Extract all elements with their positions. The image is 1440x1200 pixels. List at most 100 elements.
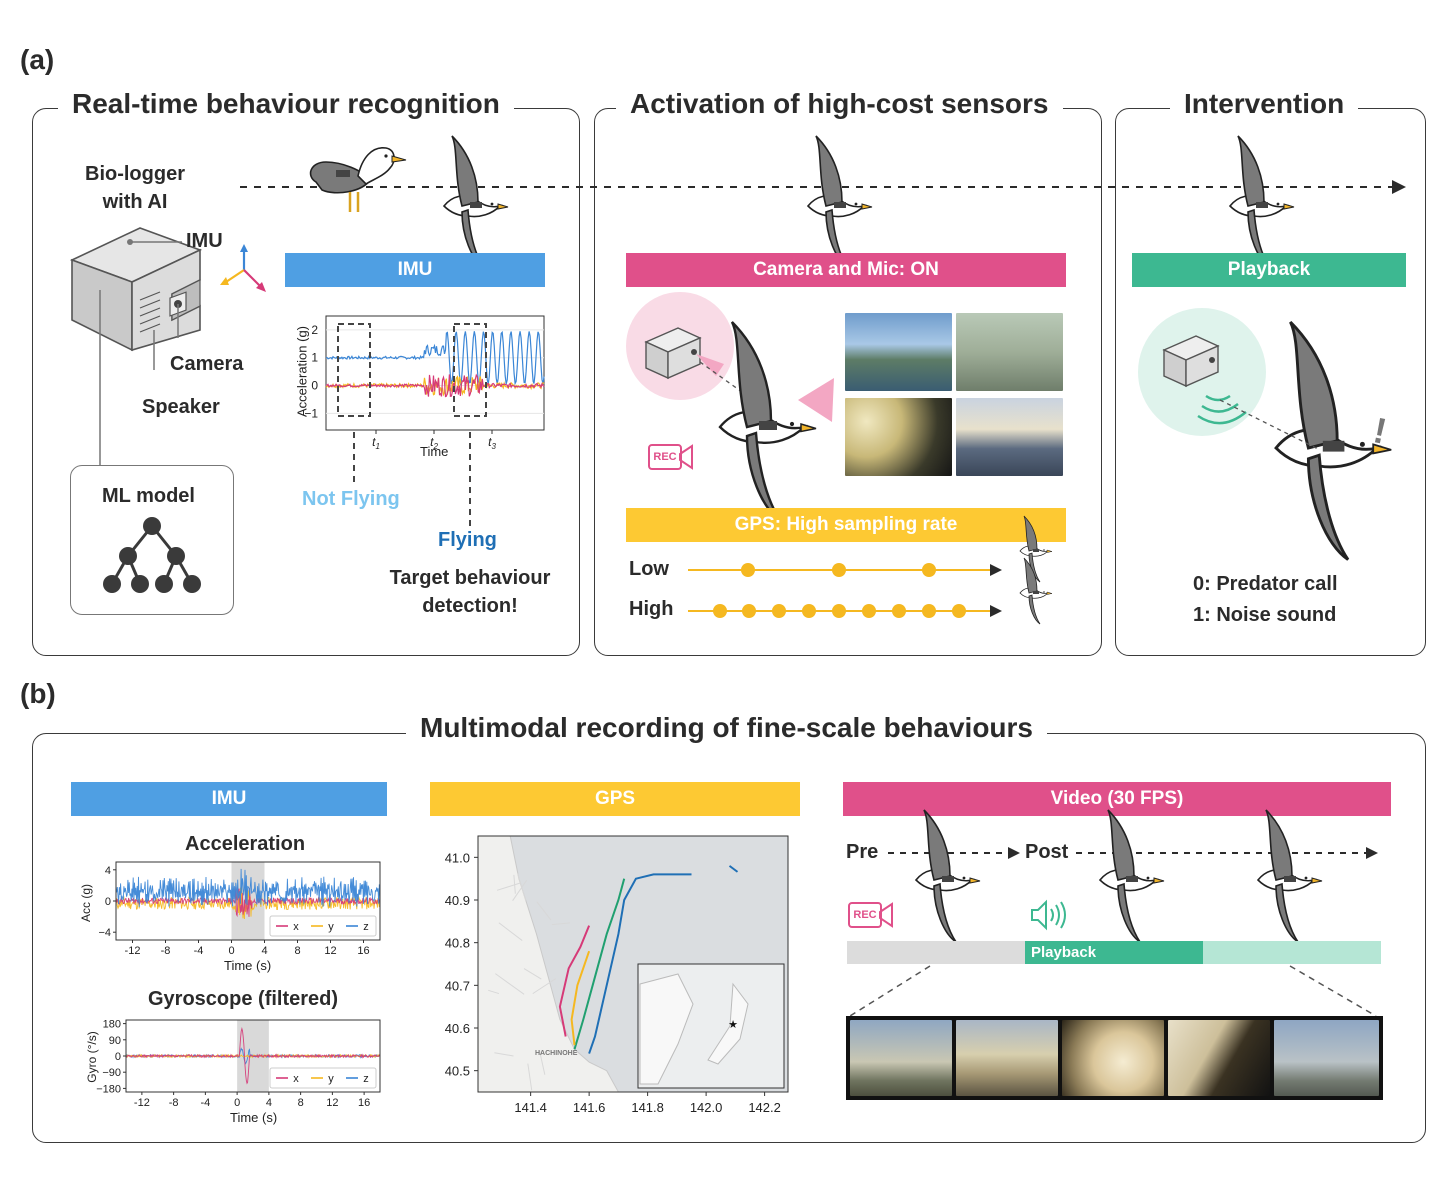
y-tick-label: 41.0 bbox=[445, 850, 470, 865]
rec-badge: REC bbox=[648, 444, 693, 470]
map-city-label: HACHINOHE bbox=[535, 1050, 578, 1057]
y-tick-label: 2 bbox=[311, 323, 318, 337]
panel-a-label: (a) bbox=[20, 44, 55, 75]
flight-path-arrow bbox=[240, 180, 1406, 194]
x-tick-label: -4 bbox=[194, 945, 204, 957]
ml-model-label: ML model bbox=[102, 485, 195, 507]
flying-window bbox=[453, 323, 487, 417]
camera-activation-illustration bbox=[626, 292, 834, 422]
acceleration-title: Acceleration bbox=[185, 833, 306, 855]
playback-device-illustration bbox=[1138, 308, 1266, 436]
x-tick-label: 0 bbox=[234, 1097, 240, 1109]
speaker-pointer-label: Speaker bbox=[142, 396, 220, 418]
map-road bbox=[536, 901, 552, 921]
x-tick-label: 8 bbox=[298, 1097, 304, 1109]
gps-map: ★ 141.4 141.6 141.8 142.0 142.2 41.0 40.9 40.8 40… bbox=[445, 835, 789, 1115]
map-road bbox=[488, 989, 500, 995]
y-tick-label: 90 bbox=[109, 1035, 121, 1047]
y-tick-label: 0 bbox=[115, 1051, 121, 1063]
gyroscope-title: Gyroscope (filtered) bbox=[148, 988, 339, 1010]
gps-bar: GPS: High sampling rate bbox=[626, 508, 1066, 542]
bird-flying-small-icon bbox=[1019, 557, 1053, 625]
not-flying-label: Not Flying bbox=[302, 488, 400, 510]
timeline-playback-segment: Playback bbox=[1025, 941, 1203, 964]
y-tick-label: −180 bbox=[96, 1083, 121, 1095]
x-tick-label: 4 bbox=[266, 1097, 272, 1109]
x-tick-label: 8 bbox=[294, 945, 300, 957]
imu-chart-a: 2 1 0 −1 t1 t2 t3 bbox=[304, 315, 545, 526]
y-tick-label: 4 bbox=[105, 865, 111, 877]
map-road bbox=[512, 880, 528, 901]
post-label: Post bbox=[1025, 841, 1069, 863]
biologger-device-icon bbox=[69, 227, 203, 370]
inset-land bbox=[639, 973, 694, 1085]
target-detection-label: Target behaviour detection! bbox=[389, 567, 551, 617]
video-frame bbox=[1062, 1020, 1164, 1096]
y-tick-label: 1 bbox=[311, 351, 318, 365]
map-road bbox=[494, 1052, 514, 1057]
playback-bar: Playback bbox=[1132, 253, 1406, 287]
y-tick-label: −1 bbox=[304, 406, 318, 420]
series-line-z bbox=[115, 868, 381, 908]
y-tick-label: 40.5 bbox=[445, 1064, 470, 1079]
map-road bbox=[495, 973, 525, 995]
video-frame bbox=[956, 313, 1063, 391]
inset-japan bbox=[707, 982, 749, 1065]
x-tick-label: -8 bbox=[161, 945, 171, 957]
video-frame bbox=[845, 313, 952, 391]
x-tick-label: 141.4 bbox=[514, 1100, 547, 1115]
video-frame bbox=[850, 1020, 952, 1096]
predator-call-option: 0: Predator call bbox=[1193, 573, 1338, 595]
legend-label: z bbox=[363, 1073, 369, 1085]
legend-label: x bbox=[293, 921, 299, 933]
gps-track bbox=[728, 865, 739, 873]
speaker-sound-icon bbox=[1031, 899, 1066, 931]
y-tick-label: 0 bbox=[105, 896, 111, 908]
ml-model-box bbox=[70, 465, 234, 615]
section-multimodal-title: Multimodal recording of fine-scale behav… bbox=[406, 712, 1047, 744]
section-intervention-title: Intervention bbox=[1170, 88, 1359, 120]
legend-label: y bbox=[328, 1073, 334, 1085]
x-tick-label: 141.6 bbox=[573, 1100, 606, 1115]
video-frame bbox=[956, 398, 1063, 476]
inset-location-star: ★ bbox=[728, 1019, 738, 1031]
map-road bbox=[496, 882, 522, 891]
y-tick-label: 40.9 bbox=[445, 893, 470, 908]
gps-track bbox=[588, 873, 692, 1054]
gps-track bbox=[558, 925, 591, 1037]
imu-bar-b: IMU bbox=[71, 782, 387, 816]
bird-flying-icon bbox=[718, 320, 818, 522]
y-tick-label: 0 bbox=[311, 379, 318, 393]
imu-pointer-label: IMU bbox=[186, 230, 223, 252]
biologger-label: Bio-logger with AI bbox=[85, 163, 185, 213]
acc-xlabel: Time (s) bbox=[224, 958, 272, 973]
video-frame bbox=[1168, 1020, 1270, 1096]
panel-b-label: (b) bbox=[20, 678, 56, 709]
gps-high-label: High bbox=[629, 598, 674, 620]
imu-bar: IMU bbox=[285, 253, 545, 287]
y-tick-label: −90 bbox=[102, 1067, 121, 1079]
playback-line bbox=[1219, 399, 1321, 451]
axes-orientation-icon bbox=[220, 244, 266, 292]
flying-label: Flying bbox=[438, 529, 497, 551]
not-flying-window bbox=[337, 323, 371, 417]
camera-pointer-label: Camera bbox=[170, 353, 244, 375]
legend-label: z bbox=[363, 921, 369, 933]
acceleration-chart: 4 0 −4 -12 -8 -4 0 4 8 12 16 x y z bbox=[98, 861, 381, 957]
section-sensors-title: Activation of high-cost sensors bbox=[616, 88, 1063, 120]
zoom-lines bbox=[849, 965, 1377, 1017]
x-tick-label: -8 bbox=[169, 1097, 179, 1109]
series-line-x bbox=[115, 886, 381, 918]
rec-badge-b: REC bbox=[848, 902, 893, 928]
bird-flying-icon bbox=[915, 809, 981, 943]
gps-track bbox=[573, 878, 626, 1050]
gps-track bbox=[570, 950, 591, 1046]
map-road bbox=[551, 922, 571, 926]
gps-sampling-rate-illustration bbox=[688, 563, 1002, 618]
bird-flying-icon bbox=[1099, 809, 1165, 943]
x-tick-label: t2 bbox=[430, 435, 438, 451]
bird-flying-icon bbox=[1257, 809, 1323, 943]
x-tick-label: t3 bbox=[488, 435, 496, 451]
chart-xlabel: Time bbox=[420, 444, 449, 459]
video-bar-b: Video (30 FPS) bbox=[843, 782, 1391, 816]
